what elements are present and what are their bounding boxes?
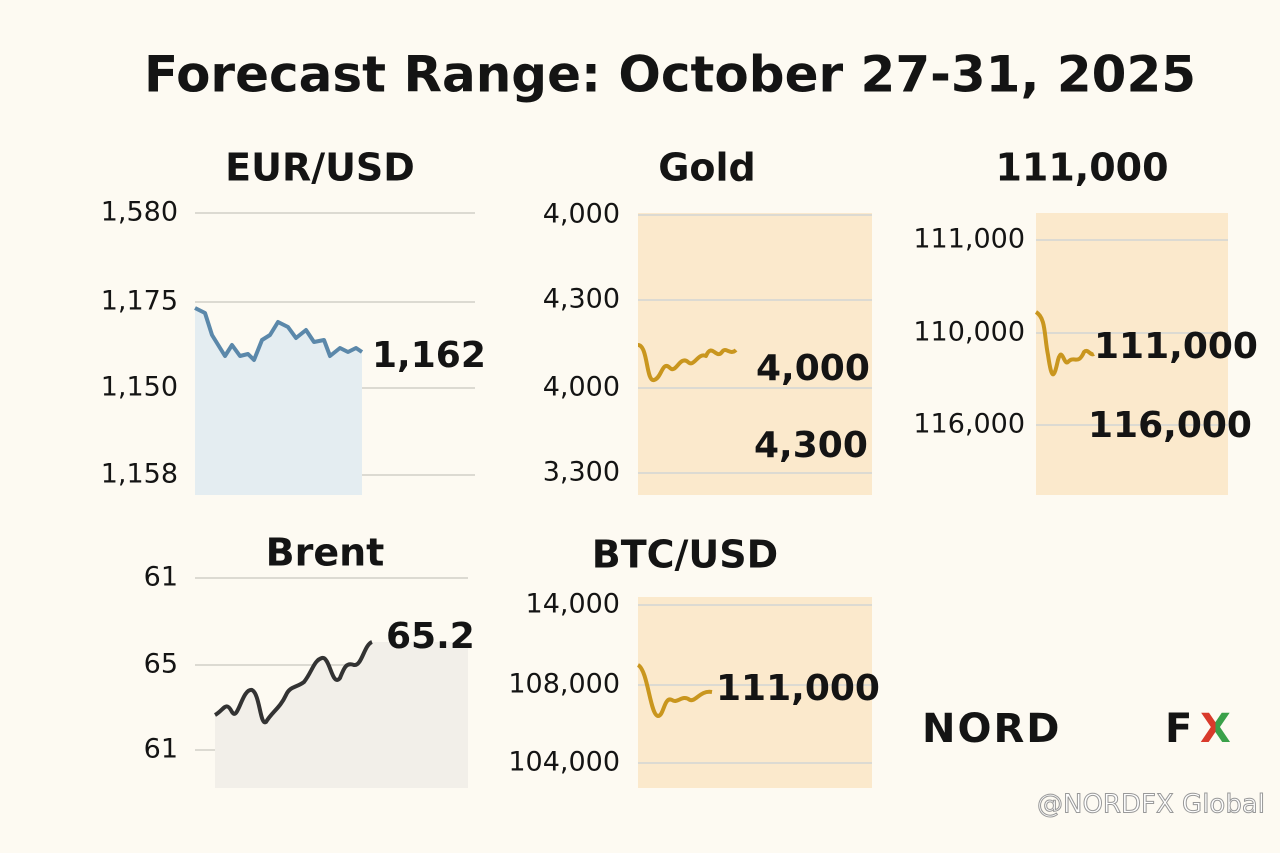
- tick-label: 116,000: [913, 409, 1025, 440]
- tick-label: 1,150: [101, 372, 178, 403]
- callout: 116,000: [1088, 405, 1252, 446]
- callout: 1,162: [372, 335, 486, 376]
- tick-label: 104,000: [508, 747, 620, 778]
- tick-label: 1,580: [101, 197, 178, 228]
- area: [215, 642, 468, 788]
- panel-title: BTC/USD: [592, 533, 778, 577]
- panel-background: [638, 213, 872, 495]
- tick-label: 65: [144, 649, 178, 680]
- panel-title: Gold: [658, 146, 756, 190]
- callout: 4,000: [756, 348, 870, 389]
- panel-background: [638, 597, 872, 788]
- page-title: Forecast Range: October 27-31, 2025: [144, 46, 1196, 104]
- tick-label: 4,300: [543, 284, 620, 315]
- tick-label: 3,300: [543, 457, 620, 488]
- line: [637, 343, 738, 382]
- watermark: @NORDFX Global: [1037, 790, 1265, 820]
- callout: 111,000: [716, 668, 880, 709]
- panel-title: Brent: [266, 531, 385, 575]
- line: [213, 640, 374, 725]
- callout: 4,300: [754, 425, 868, 466]
- tick-label: 4,000: [543, 372, 620, 403]
- tick-label: 61: [144, 734, 178, 765]
- panel-background: [1036, 213, 1228, 495]
- panel-title: EUR/USD: [225, 146, 415, 190]
- line: [1034, 310, 1095, 377]
- tick-label: 4,000: [543, 199, 620, 230]
- tick-label: 14,000: [526, 589, 620, 620]
- callout: 111,000: [1094, 326, 1258, 367]
- tick-label: 111,000: [913, 224, 1025, 255]
- line: [194, 306, 364, 362]
- panel-title: 111,000: [995, 146, 1168, 190]
- tick-label: 1,175: [101, 286, 178, 317]
- panels: EUR/USD 1,580 1,175 1,150 1,158 1,162 Gold 4,00…: [101, 146, 1258, 788]
- tick-label: 110,000: [913, 317, 1025, 348]
- line: [636, 663, 713, 718]
- callout: 65.2: [386, 616, 475, 657]
- tick-label: 108,000: [508, 669, 620, 700]
- logo-word: NORD: [922, 706, 1061, 752]
- logo-x: X: [1200, 706, 1231, 752]
- logo-f: F: [1165, 706, 1192, 752]
- tick-label: 1,158: [101, 459, 178, 490]
- tick-label: 61: [144, 562, 178, 593]
